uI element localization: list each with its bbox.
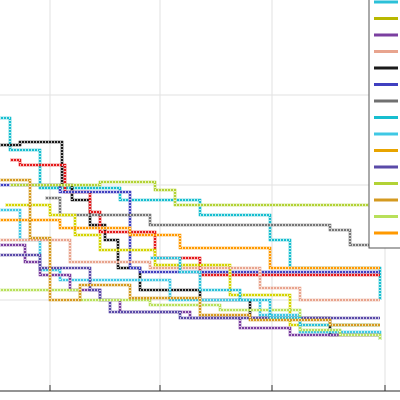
series-markers-9 [0,239,380,301]
series-markers-7 [0,209,381,340]
series-line-6 [5,203,380,327]
series-line-2 [10,158,380,277]
legend-entries [374,0,398,235]
series-layer [0,116,382,340]
legend-box [368,0,400,249]
series-line-8 [0,218,380,270]
series-markers-2 [10,159,380,276]
legend [368,0,400,249]
series-markers-13 [150,257,380,326]
series-line-14 [0,178,380,327]
series-markers-8 [0,219,380,269]
series-markers-11 [0,254,380,319]
series-markers-4 [10,181,371,235]
series-markers-5 [45,197,380,246]
series-markers-14 [0,179,380,326]
series-markers-0 [0,117,381,300]
x-axis-ticks [49,385,386,391]
